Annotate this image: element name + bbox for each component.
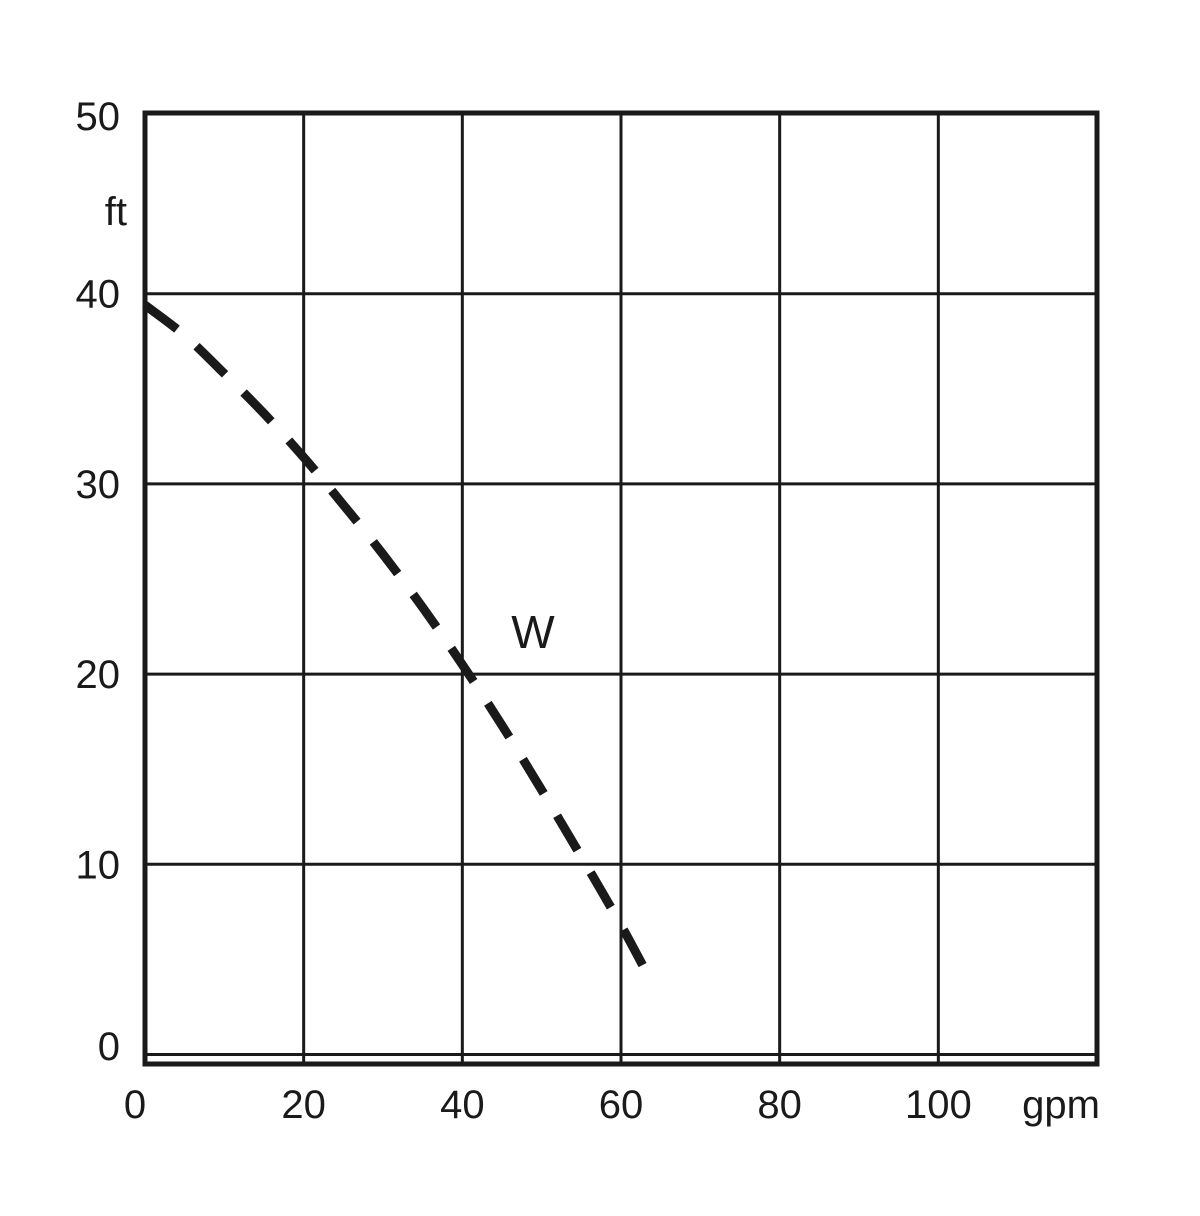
y-tick-label: 20 bbox=[76, 653, 121, 697]
y-tick-label: 0 bbox=[98, 1025, 120, 1069]
series-line-w bbox=[142, 301, 657, 987]
grid-lines bbox=[145, 113, 1097, 1064]
plot-frame bbox=[142, 110, 1100, 1067]
series-label-w: W bbox=[511, 606, 555, 658]
x-tick-label: 20 bbox=[281, 1083, 326, 1127]
y-axis-unit-label: ft bbox=[105, 190, 127, 234]
y-tick-label: 40 bbox=[76, 273, 121, 317]
x-tick-label: 100 bbox=[905, 1083, 972, 1127]
x-tick-label: 80 bbox=[757, 1083, 802, 1127]
x-axis-unit-label: gpm bbox=[1022, 1083, 1100, 1127]
y-tick-label: 10 bbox=[76, 843, 121, 887]
y-tick-label: 50 bbox=[76, 95, 121, 139]
x-tick-labels: 0 20 40 60 80 100 bbox=[124, 1083, 972, 1127]
x-tick-label: 40 bbox=[440, 1083, 485, 1127]
x-tick-label: 60 bbox=[599, 1083, 644, 1127]
y-tick-label: 30 bbox=[76, 463, 121, 507]
y-tick-labels: 0 10 20 30 40 50 bbox=[76, 95, 121, 1069]
x-tick-label: 0 bbox=[124, 1083, 146, 1127]
